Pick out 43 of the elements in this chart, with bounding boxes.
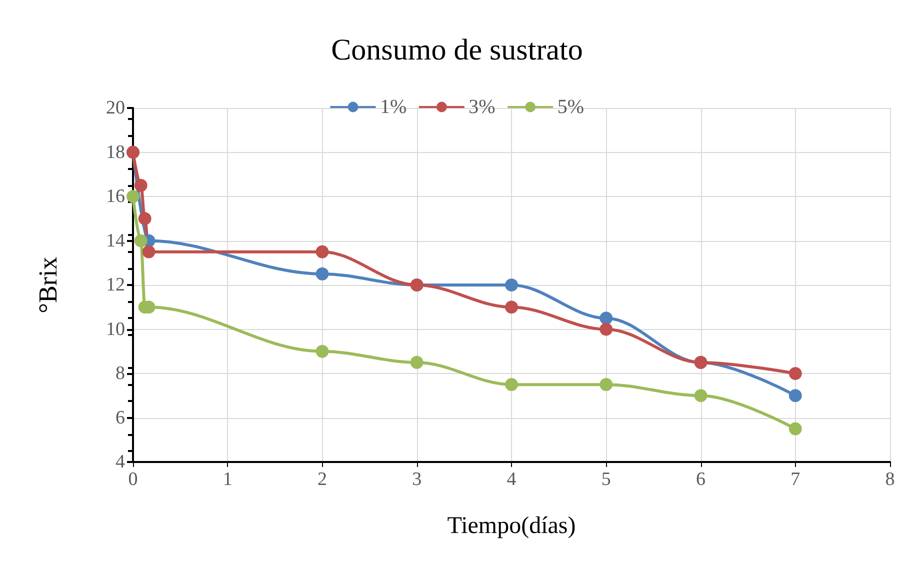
x-tick-label: 0 [128, 469, 138, 490]
point [600, 322, 613, 336]
y-tick-label: 20 [106, 98, 125, 118]
legend-label: 3% [468, 96, 496, 118]
point [694, 389, 708, 402]
point [600, 378, 613, 392]
point [600, 312, 613, 325]
point [134, 178, 148, 192]
y-axis-title: °Brix [34, 256, 62, 314]
x-tick-label: 6 [696, 469, 706, 490]
legend-label: 5% [557, 96, 584, 118]
x-tick-label: 5 [601, 469, 611, 490]
y-tick-label: 16 [106, 186, 125, 207]
x-tick-label: 4 [506, 469, 517, 490]
x-tick-label: 2 [318, 469, 327, 490]
point [142, 245, 156, 258]
point [316, 267, 329, 280]
y-tick-label: 12 [106, 274, 125, 296]
x-tick-label: 7 [790, 469, 800, 490]
y-tick-label: 14 [106, 230, 126, 252]
point [316, 344, 329, 358]
y-tick-label: 4 [116, 452, 126, 472]
point [788, 422, 802, 436]
x-tick-label: 1 [222, 469, 232, 490]
chart-title: Consumo de sustrato [331, 34, 583, 66]
point [788, 367, 802, 380]
point [126, 190, 140, 203]
x-tick-label: 3 [412, 469, 422, 490]
y-tick-label: 6 [116, 407, 125, 428]
point [410, 356, 424, 369]
legend-label: 1% [380, 96, 407, 118]
point [505, 378, 518, 392]
y-tick-label: 10 [106, 318, 125, 340]
point [505, 278, 518, 292]
point [138, 212, 152, 226]
x-tick-label: 8 [885, 469, 895, 490]
point [505, 300, 518, 314]
point [788, 389, 802, 402]
point [316, 245, 329, 258]
x-axis-title: Tiempo(días) [447, 513, 576, 539]
y-tick-label: 8 [116, 363, 125, 384]
y-tick-label: 18 [106, 142, 125, 163]
point [134, 234, 148, 248]
